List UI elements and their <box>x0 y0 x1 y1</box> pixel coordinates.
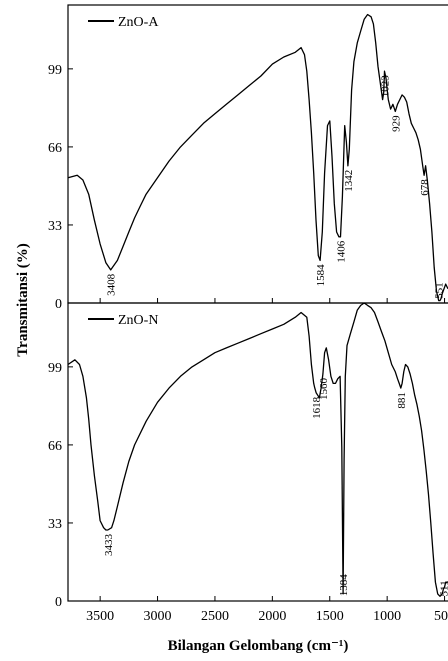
panel-zno-n: 0 33 66 99 3500 3000 2500 2000 1500 1000 500 ZnO-N 3… <box>48 302 448 624</box>
y-axis-title: Transmitansi (%) <box>15 243 31 356</box>
peak-label: 881 <box>396 392 408 409</box>
peak-label: 1584 <box>315 264 327 287</box>
spectrum-line <box>67 13 448 302</box>
legend-label: ZnO-A <box>118 15 159 30</box>
y-tick-label: 66 <box>48 141 62 156</box>
peak-label: 3408 <box>106 273 118 296</box>
peak-label: 1023 <box>380 75 392 98</box>
x-tick-label: 2000 <box>258 609 286 624</box>
peak-label: 511 <box>438 580 448 596</box>
x-tick-label: 1000 <box>373 609 401 624</box>
panel-zno-a: 0 33 66 99 ZnO-A 3408 1584 1406 1342 1023 929 678 55… <box>48 4 448 312</box>
y-tick-label: 0 <box>55 297 62 312</box>
x-axis-title: Bilangan Gelombang (cm⁻¹) <box>168 638 349 654</box>
x-tick-label: 500 <box>434 609 448 624</box>
x-tick-label: 3000 <box>144 609 172 624</box>
peak-label: 1406 <box>336 240 348 262</box>
y-tick-label: 99 <box>48 361 62 376</box>
y-tick-label: 99 <box>48 63 62 78</box>
y-tick-label: 33 <box>48 517 62 532</box>
panel-frame <box>67 4 448 304</box>
legend-label: ZnO-N <box>118 313 158 328</box>
peak-label: 1560 <box>318 378 330 401</box>
peak-label: 929 <box>390 115 402 132</box>
peak-label: 551 <box>434 282 446 299</box>
y-tick-label: 33 <box>48 219 62 234</box>
y-tick-label: 66 <box>48 439 62 454</box>
x-tick-label: 1500 <box>316 609 344 624</box>
peak-label: 3433 <box>103 534 115 557</box>
panel-frame <box>67 302 448 602</box>
x-tick-label: 2500 <box>201 609 229 624</box>
peak-label: 678 <box>419 179 431 196</box>
peak-label: 1384 <box>338 574 350 597</box>
peak-label: 1618 <box>311 396 323 419</box>
x-tick-label: 3500 <box>86 609 114 624</box>
peak-label: 1342 <box>343 170 355 192</box>
spectrum-line <box>67 302 448 597</box>
y-tick-label: 0 <box>55 595 62 610</box>
